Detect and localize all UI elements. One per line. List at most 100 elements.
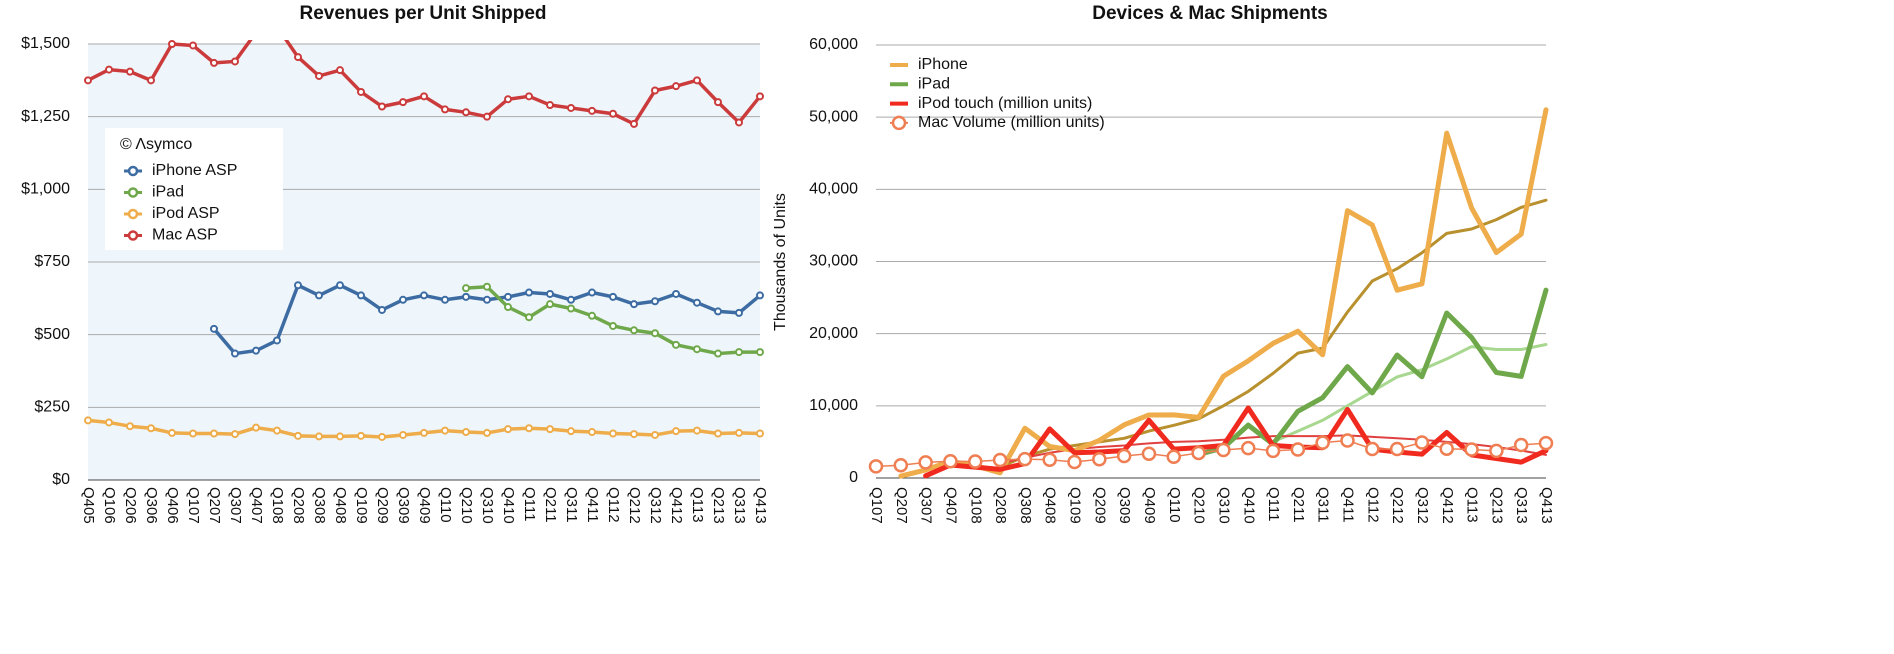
data-point: [84, 416, 92, 425]
data-point: [693, 426, 701, 435]
data-point: [1240, 440, 1256, 456]
x-tick-label: Q208: [992, 487, 1009, 524]
data-point: [567, 304, 575, 313]
x-tick-label: Q308: [1017, 487, 1034, 524]
y-tick-label: 30,000: [809, 253, 858, 270]
data-point: [399, 98, 407, 107]
legend-label: Mac ASP: [152, 227, 218, 244]
data-point: [1439, 441, 1454, 456]
data-point: [294, 431, 302, 440]
data-point: [1414, 435, 1430, 450]
data-point: [504, 292, 512, 301]
legend-label: iPod ASP: [152, 205, 220, 222]
x-tick-label: Q311: [1315, 487, 1332, 523]
x-tick-label: Q113: [689, 487, 706, 523]
x-tick-label: Q111: [521, 487, 538, 521]
data-point: [588, 106, 596, 115]
series-line: [898, 107, 1549, 479]
data-point: [672, 340, 680, 349]
data-point: [1489, 443, 1504, 459]
data-point: [630, 119, 638, 128]
data-point: [315, 432, 323, 441]
y-tick-label: 10,000: [809, 397, 858, 414]
x-tick-label: Q112: [1364, 487, 1381, 523]
x-tick-label: Q210: [458, 487, 475, 524]
data-point: [546, 300, 554, 309]
x-tick-label: Q207: [893, 487, 910, 524]
data-point: [504, 425, 512, 434]
data-point: [546, 101, 554, 110]
x-tick-label: Q408: [332, 487, 349, 524]
data-point: [525, 288, 533, 297]
data-point: [1389, 441, 1405, 457]
y-tick-label: $500: [34, 326, 70, 343]
x-tick-label: Q212: [1389, 487, 1406, 524]
annotation: © Λsymco: [120, 136, 192, 153]
plot-area: [84, 24, 764, 441]
data-point: [756, 429, 764, 438]
data-point: [357, 291, 365, 300]
data-point: [525, 92, 533, 101]
data-point: [274, 24, 280, 30]
data-point: [588, 428, 596, 437]
x-tick-label: Q411: [584, 487, 601, 523]
data-point: [567, 103, 575, 112]
data-point: [252, 346, 260, 355]
x-tick-label: Q409: [1141, 487, 1158, 524]
data-point: [735, 308, 743, 317]
legend-label: Mac Volume (million units): [918, 114, 1105, 131]
y-tick-label: $0: [52, 471, 70, 488]
legend-marker: [891, 115, 907, 131]
data-point: [735, 118, 743, 127]
data-point: [336, 66, 344, 75]
data-point: [630, 300, 638, 309]
x-tick-label: Q410: [500, 487, 517, 524]
data-point: [609, 429, 617, 438]
x-tick-label: Q113: [1464, 487, 1481, 523]
x-tick-label: Q409: [416, 487, 433, 524]
data-point: [546, 289, 554, 298]
x-tick-label: Q107: [185, 487, 202, 524]
data-point: [105, 418, 113, 427]
data-point: [1315, 435, 1330, 450]
data-point: [1538, 435, 1554, 451]
data-point: [483, 282, 491, 291]
x-tick-label: Q312: [647, 487, 664, 524]
data-point: [462, 284, 470, 293]
y-tick-label: $250: [34, 399, 70, 416]
data-point: [147, 424, 155, 433]
x-tick-label: Q209: [374, 487, 391, 524]
data-point: [84, 76, 92, 85]
x-tick-label: Q310: [479, 487, 496, 524]
data-point: [294, 53, 302, 62]
x-tick-label: Q412: [668, 487, 685, 524]
data-point: [1067, 454, 1082, 470]
x-tick-label: Q112: [605, 487, 622, 523]
data-point: [672, 427, 680, 436]
data-point: [968, 454, 983, 469]
x-tick-label: Q213: [710, 487, 727, 524]
x-tick-label: Q313: [1513, 487, 1530, 524]
x-tick-label: Q309: [395, 487, 412, 524]
data-point: [483, 428, 491, 437]
x-tick-label: Q309: [1116, 487, 1133, 524]
x-tick-label: Q206: [122, 487, 139, 524]
data-point: [651, 297, 659, 306]
x-tick-label: Q211: [1290, 487, 1307, 523]
y-tick-label: $1,000: [21, 181, 70, 198]
data-point: [210, 58, 218, 67]
x-tick-label: Q410: [1240, 487, 1257, 524]
legend-marker: [127, 230, 139, 241]
data-point: [567, 295, 575, 304]
data-point: [868, 459, 884, 474]
series-line: [875, 439, 1547, 468]
x-tick-label: Q308: [311, 487, 328, 524]
chart: Revenues per Unit Shipped $0 $250 $500 $750 $…: [21, 3, 769, 524]
y-tick-label: 40,000: [809, 181, 858, 198]
data-point: [378, 102, 386, 111]
data-point: [378, 432, 386, 441]
x-tick-label: Q407: [942, 487, 959, 524]
x-tick-label: Q212: [626, 487, 643, 524]
data-point: [651, 86, 659, 95]
data-point: [588, 311, 596, 320]
